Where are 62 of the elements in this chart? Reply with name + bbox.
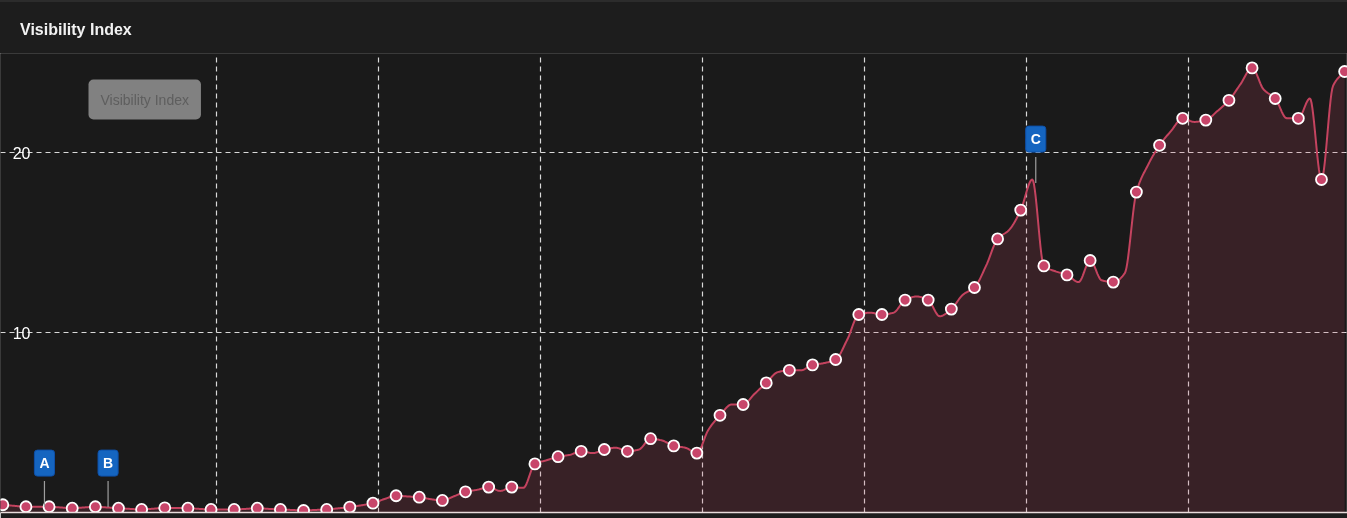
point (852, 308, 866, 321)
point (1153, 138, 1166, 152)
point (42, 500, 56, 513)
annotation: B (103, 455, 114, 472)
point (227, 503, 241, 513)
point (782, 363, 796, 377)
point (1245, 61, 1259, 75)
point (968, 281, 981, 294)
point (482, 480, 496, 494)
point (1268, 92, 1282, 105)
point (505, 480, 519, 494)
point (574, 444, 588, 458)
point (1014, 203, 1028, 217)
annotation: C (1030, 131, 1041, 148)
point (528, 457, 542, 471)
point (991, 232, 1004, 246)
point (412, 490, 426, 504)
point (944, 302, 958, 316)
point (435, 494, 449, 507)
point (389, 489, 403, 503)
y-tick-label: 10 (12, 324, 31, 342)
point (19, 500, 33, 513)
point (343, 500, 357, 513)
point (135, 503, 149, 513)
point (1222, 93, 1236, 107)
point (158, 501, 172, 513)
chart-title: Visibility Index (20, 20, 132, 40)
point (181, 501, 195, 513)
point (366, 496, 380, 510)
point (65, 501, 79, 513)
point (644, 432, 657, 446)
point (597, 443, 611, 456)
point (1106, 275, 1120, 289)
point (1083, 254, 1097, 267)
point (1176, 111, 1190, 125)
point (667, 439, 681, 453)
point (1315, 173, 1328, 186)
point (274, 503, 287, 513)
point (1037, 259, 1051, 273)
point (551, 450, 565, 464)
point (690, 446, 704, 460)
point (320, 503, 334, 513)
point (713, 408, 727, 422)
y-tick-label: 20 (12, 144, 31, 162)
point (1130, 185, 1143, 199)
point (921, 293, 935, 307)
annotation: A (39, 455, 50, 472)
point (1199, 113, 1213, 127)
point (112, 501, 125, 513)
point (898, 293, 912, 307)
point (621, 444, 634, 458)
point (88, 500, 102, 513)
point (204, 503, 218, 513)
point (1060, 268, 1074, 282)
point (459, 485, 472, 499)
point (806, 358, 819, 372)
point (736, 398, 750, 411)
point (1291, 111, 1305, 125)
point (759, 376, 773, 390)
point (875, 308, 889, 321)
point (250, 501, 264, 513)
point (829, 353, 843, 366)
